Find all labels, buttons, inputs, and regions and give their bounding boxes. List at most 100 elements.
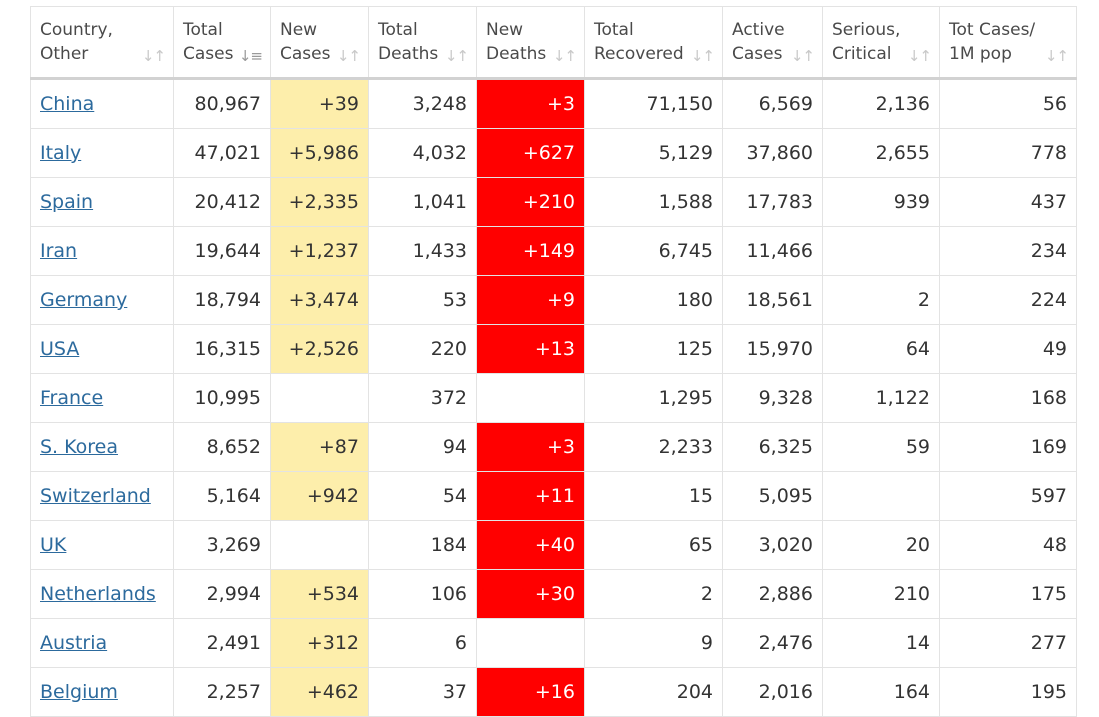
active-cases-cell: 9,328 — [722, 373, 823, 423]
table-row: France 10,995 372 1,295 9,328 1,122 168 — [30, 373, 1077, 423]
active-cases-cell: 2,476 — [722, 618, 823, 668]
tot-cases-per-1m-cell: 234 — [939, 226, 1077, 276]
new-cases-cell — [270, 520, 369, 570]
active-cases-cell: 18,561 — [722, 275, 823, 325]
new-deaths-cell: +11 — [476, 471, 585, 521]
sort-arrows-icon[interactable]: ↓↑ — [690, 47, 715, 65]
new-cases-cell: +2,335 — [270, 177, 369, 227]
serious-critical-cell: 210 — [822, 569, 940, 619]
new-cases-cell: +462 — [270, 667, 369, 717]
sort-arrows-icon[interactable]: ↓↑ — [141, 47, 166, 65]
country-link[interactable]: USA — [40, 338, 80, 360]
tot-cases-per-1m-cell: 56 — [939, 78, 1077, 129]
tot-cases-per-1m-cell: 49 — [939, 324, 1077, 374]
country-cell: Austria — [30, 618, 174, 668]
total-cases-cell: 10,995 — [173, 373, 271, 423]
active-cases-cell: 2,016 — [722, 667, 823, 717]
new-cases-cell: +87 — [270, 422, 369, 472]
total-cases-cell: 18,794 — [173, 275, 271, 325]
new-deaths-cell: +149 — [476, 226, 585, 276]
country-link[interactable]: Spain — [40, 191, 94, 213]
total-deaths-cell: 94 — [368, 422, 477, 472]
table-row: Italy 47,021 +5,986 4,032 +627 5,129 37,860 2,6… — [30, 128, 1077, 178]
total-recovered-cell: 71,150 — [584, 78, 723, 129]
header-country[interactable]: Country, Other ↓↑ — [30, 6, 174, 80]
header-new-deaths[interactable]: New Deaths ↓↑ — [476, 6, 585, 80]
sort-arrows-icon[interactable]: ↓↑ — [790, 47, 815, 65]
table-row: UK 3,269 184 +40 65 3,020 20 48 — [30, 520, 1077, 570]
sort-arrows-icon[interactable]: ↓↑ — [336, 47, 361, 65]
total-deaths-cell: 6 — [368, 618, 477, 668]
total-cases-cell: 3,269 — [173, 520, 271, 570]
header-total-cases-line2: Cases — [183, 44, 234, 64]
country-link[interactable]: Italy — [40, 142, 82, 164]
country-link[interactable]: France — [40, 387, 104, 409]
country-link[interactable]: China — [40, 93, 95, 115]
serious-critical-cell: 64 — [822, 324, 940, 374]
tot-cases-per-1m-cell: 195 — [939, 667, 1077, 717]
sort-arrows-icon[interactable]: ↓↑ — [444, 47, 469, 65]
total-recovered-cell: 5,129 — [584, 128, 723, 178]
total-cases-cell: 16,315 — [173, 324, 271, 374]
new-deaths-cell: +3 — [476, 78, 585, 129]
header-new-cases-line2: Cases — [280, 44, 331, 64]
header-tot-cases-per-1m-line2: 1M pop — [949, 44, 1012, 64]
new-cases-cell: +39 — [270, 78, 369, 129]
tot-cases-per-1m-cell: 169 — [939, 422, 1077, 472]
sort-descending-icon[interactable]: ↓≡ — [238, 47, 263, 65]
header-total-deaths[interactable]: Total Deaths ↓↑ — [368, 6, 477, 80]
header-new-deaths-line1: New — [486, 20, 524, 40]
new-cases-cell: +2,526 — [270, 324, 369, 374]
header-total-recovered[interactable]: Total Recovered ↓↑ — [584, 6, 723, 80]
header-active-cases[interactable]: Active Cases ↓↑ — [722, 6, 823, 80]
country-link[interactable]: Belgium — [40, 681, 118, 703]
header-total-cases[interactable]: Total Cases ↓≡ — [173, 6, 271, 80]
tot-cases-per-1m-cell: 224 — [939, 275, 1077, 325]
country-cell: Italy — [30, 128, 174, 178]
country-link[interactable]: Switzerland — [40, 485, 151, 507]
total-recovered-cell: 15 — [584, 471, 723, 521]
header-new-cases[interactable]: New Cases ↓↑ — [270, 6, 369, 80]
table-row: Belgium 2,257 +462 37 +16 204 2,016 164 195 — [30, 667, 1077, 717]
total-deaths-cell: 37 — [368, 667, 477, 717]
tot-cases-per-1m-cell: 175 — [939, 569, 1077, 619]
sort-arrows-icon[interactable]: ↓↑ — [552, 47, 577, 65]
country-link[interactable]: Germany — [40, 289, 128, 311]
country-link[interactable]: Iran — [40, 240, 78, 262]
header-new-deaths-line2: Deaths — [486, 44, 547, 64]
country-cell: S. Korea — [30, 422, 174, 472]
serious-critical-cell: 164 — [822, 667, 940, 717]
new-deaths-cell: +13 — [476, 324, 585, 374]
table-row: S. Korea 8,652 +87 94 +3 2,233 6,325 59 169 — [30, 422, 1077, 472]
new-deaths-cell: +40 — [476, 520, 585, 570]
serious-critical-cell: 20 — [822, 520, 940, 570]
total-cases-cell: 2,994 — [173, 569, 271, 619]
serious-critical-cell: 2,655 — [822, 128, 940, 178]
country-link[interactable]: UK — [40, 534, 67, 556]
header-serious-critical-line1: Serious, — [832, 20, 901, 40]
total-recovered-cell: 2 — [584, 569, 723, 619]
country-cell: Germany — [30, 275, 174, 325]
header-total-cases-line1: Total — [183, 20, 223, 40]
country-link[interactable]: Netherlands — [40, 583, 156, 605]
header-tot-cases-per-1m-line1: Tot Cases/ — [949, 20, 1036, 40]
total-deaths-cell: 4,032 — [368, 128, 477, 178]
total-cases-cell: 2,491 — [173, 618, 271, 668]
country-link[interactable]: Austria — [40, 632, 108, 654]
header-new-cases-line1: New — [280, 20, 318, 40]
new-deaths-cell — [476, 373, 585, 423]
header-tot-cases-per-1m[interactable]: Tot Cases/ 1M pop ↓↑ — [939, 6, 1077, 80]
sort-arrows-icon[interactable]: ↓↑ — [907, 47, 932, 65]
country-cell: Netherlands — [30, 569, 174, 619]
active-cases-cell: 37,860 — [722, 128, 823, 178]
header-serious-critical[interactable]: Serious, Critical ↓↑ — [822, 6, 940, 80]
total-recovered-cell: 180 — [584, 275, 723, 325]
total-cases-cell: 5,164 — [173, 471, 271, 521]
new-deaths-cell: +210 — [476, 177, 585, 227]
table-row: Netherlands 2,994 +534 106 +30 2 2,886 210 175 — [30, 569, 1077, 619]
total-recovered-cell: 65 — [584, 520, 723, 570]
total-deaths-cell: 372 — [368, 373, 477, 423]
country-link[interactable]: S. Korea — [40, 436, 119, 458]
sort-arrows-icon[interactable]: ↓↑ — [1044, 47, 1069, 65]
total-deaths-cell: 3,248 — [368, 78, 477, 129]
